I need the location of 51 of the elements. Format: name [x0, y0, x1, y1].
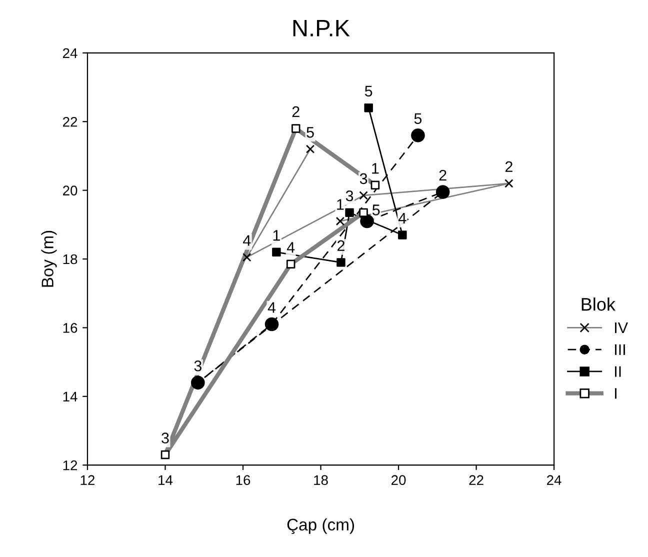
point: [272, 248, 281, 257]
legend-label: II: [615, 366, 621, 377]
x-tick-label: 22: [469, 475, 484, 485]
annotation: 1: [337, 199, 344, 210]
x-axis-title: Çap (cm): [287, 518, 354, 534]
annotation: 2: [292, 106, 300, 117]
x-tick-label: 16: [236, 475, 250, 486]
point: [264, 317, 279, 332]
y-tick-label: 18: [63, 254, 78, 264]
annotation: 2: [439, 170, 446, 181]
annotation: 5: [364, 86, 372, 97]
y-tick-label: 16: [63, 323, 78, 333]
annotation: 2: [505, 161, 512, 172]
annotation: 3: [194, 360, 202, 372]
x-tick-label: 20: [391, 475, 406, 486]
y-tick-label: 14: [63, 392, 78, 402]
annotation: 2: [338, 240, 344, 251]
annotation: 1: [372, 163, 379, 174]
annotation: 3: [360, 173, 368, 184]
legend-label: III: [615, 344, 625, 355]
annotation: 5: [306, 127, 314, 138]
point: [190, 376, 205, 390]
y-tick-label: 20: [63, 186, 78, 196]
point: [398, 230, 407, 240]
legend-title: Blok: [582, 298, 616, 311]
annotation: 5: [414, 113, 422, 124]
annotation: 3: [162, 432, 169, 444]
legend-label: I: [615, 388, 616, 399]
x-tick-label: 18: [314, 475, 328, 486]
y-tick-label: 22: [63, 116, 78, 127]
x-tick-label: 24: [547, 475, 562, 485]
chart-title: N.P.K: [293, 20, 350, 36]
annotation: 4: [286, 242, 295, 253]
y-axis-title: Boy (m): [41, 230, 57, 287]
annotation: 4: [242, 235, 251, 246]
point: [345, 208, 354, 218]
point: [436, 185, 450, 199]
annotation: 3: [346, 190, 354, 202]
y-tick-label: 24: [63, 48, 78, 58]
x-tick-label: 12: [80, 475, 95, 485]
point: [411, 128, 425, 142]
annotation: 4: [268, 302, 276, 313]
annotation: 1: [273, 230, 280, 241]
annotation: 5: [372, 204, 380, 216]
point: [364, 104, 373, 112]
annotation: 4: [398, 212, 406, 224]
legend-label: IV: [615, 322, 628, 334]
point: [336, 258, 346, 267]
point: [360, 214, 374, 228]
y-tick-label: 12: [63, 460, 78, 470]
x-tick-label: 14: [158, 475, 173, 485]
